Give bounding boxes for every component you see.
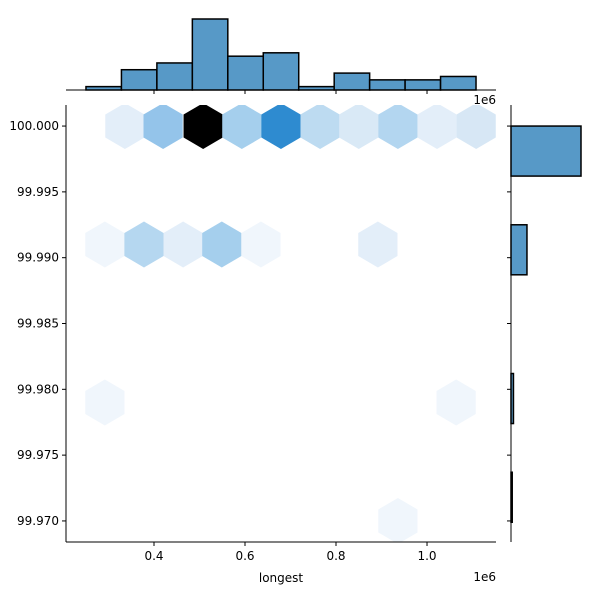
hexbin xyxy=(85,379,125,426)
x-hist-bar xyxy=(227,55,265,91)
hexbin xyxy=(339,105,379,150)
x-tick-label: 0.8 xyxy=(326,549,345,563)
x-hist-bar xyxy=(368,79,406,91)
hexbin xyxy=(143,105,183,150)
x-tick-label: 0.6 xyxy=(235,549,254,563)
y-hist-bar xyxy=(510,125,582,177)
hexbin xyxy=(183,105,223,150)
hexbin xyxy=(85,221,125,268)
hexbin xyxy=(222,105,262,150)
hexbin xyxy=(261,105,301,150)
y-tick-label: 99.990 xyxy=(17,251,59,265)
y-tick-label: 100.000 xyxy=(9,119,59,133)
hexbin xyxy=(456,105,496,150)
x-hist-bar xyxy=(191,18,229,91)
hexbin xyxy=(378,105,418,150)
x-hist-bar xyxy=(85,85,123,91)
hexbin xyxy=(105,105,145,150)
y-tick-label: 99.980 xyxy=(17,382,59,396)
x-hist-bar xyxy=(297,85,335,91)
hexbin xyxy=(202,221,242,268)
y-tick-label: 99.995 xyxy=(17,185,59,199)
hexbin-layer xyxy=(85,105,496,542)
x-tick-label: 0.4 xyxy=(144,549,163,563)
x-hist-bar xyxy=(404,79,442,91)
x-tick-label: 1.0 xyxy=(417,549,436,563)
hexbin xyxy=(124,221,164,268)
x-hist-bar xyxy=(439,75,477,91)
y-marginal-histogram xyxy=(510,125,582,524)
y-tick-label: 99.970 xyxy=(17,514,59,528)
hexbin xyxy=(358,221,398,268)
x-hist-bar xyxy=(262,52,300,91)
top-offset-text: 1e6 xyxy=(473,93,496,107)
hexbin xyxy=(300,105,340,150)
x-offset-text: 1e6 xyxy=(473,570,496,584)
y-tick-label: 99.985 xyxy=(17,317,59,331)
hexbin xyxy=(378,497,418,542)
x-hist-bar xyxy=(156,62,194,91)
axes: 0.4 0.6 0.8 1.0 100.000 99.995 99.990 99.985 99.… xyxy=(9,89,512,563)
hexbin xyxy=(241,221,281,268)
hexbin xyxy=(163,221,203,268)
x-hist-bar xyxy=(120,68,158,91)
hexbin xyxy=(436,379,476,426)
hexbin xyxy=(417,105,457,150)
y-hist-bar xyxy=(510,224,528,276)
x-axis-label: longest xyxy=(259,571,304,585)
y-tick-label: 99.975 xyxy=(17,448,59,462)
x-marginal-histogram xyxy=(85,18,477,91)
x-hist-bar xyxy=(333,72,371,91)
